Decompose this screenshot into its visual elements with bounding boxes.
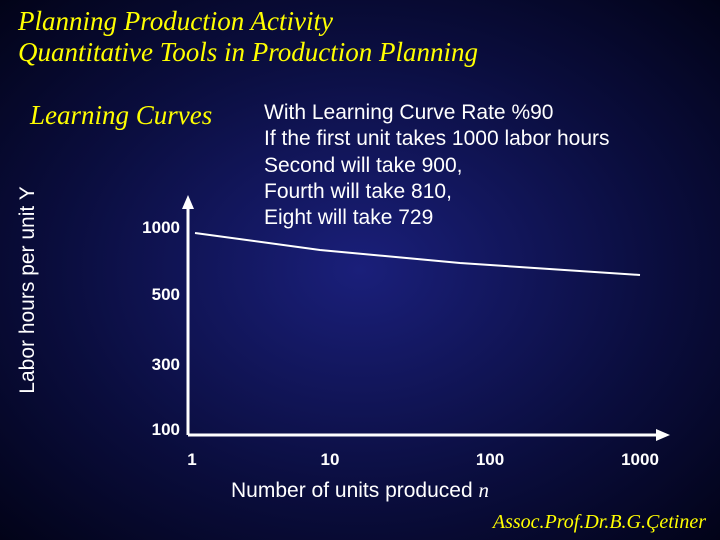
y-axis-label: Labor hours per unit Y	[16, 160, 40, 420]
ytick-label: 1000	[142, 218, 180, 237]
chart-svg	[140, 195, 670, 445]
xtick-label: 10	[321, 450, 340, 469]
xtick-10: 10	[321, 450, 340, 470]
xtick-100: 100	[476, 450, 504, 470]
desc-line2: If the first unit takes 1000 labor hours	[264, 127, 610, 150]
desc-line1: With Learning Curve Rate %90	[264, 101, 553, 124]
learning-curve-line	[195, 233, 640, 275]
x-axis-label: Number of units produced n	[0, 478, 720, 503]
ytick-label: 500	[152, 285, 180, 304]
ytick-300: 300	[120, 355, 180, 375]
title-line1: Planning Production Activity	[18, 6, 333, 36]
xtick-1000: 1000	[621, 450, 659, 470]
desc-line3: Second will take 900,	[264, 154, 462, 177]
slide-title: Planning Production Activity Quantitativ…	[18, 6, 478, 68]
x-axis-arrow	[656, 429, 670, 441]
xtick-label: 1	[187, 450, 196, 469]
chart-area	[140, 195, 670, 435]
xtick-label: 1000	[621, 450, 659, 469]
y-axis-label-text: Labor hours per unit Y	[16, 186, 39, 393]
ytick-label: 100	[152, 420, 180, 439]
xtick-label: 100	[476, 450, 504, 469]
x-axis-label-text: Number of units produced	[231, 479, 478, 502]
xtick-1: 1	[187, 450, 196, 470]
ytick-500: 500	[120, 285, 180, 305]
x-axis-label-var: n	[478, 478, 489, 502]
y-axis-arrow	[182, 195, 194, 209]
section-title: Learning Curves	[30, 100, 212, 131]
ytick-1000: 1000	[120, 218, 180, 238]
ytick-label: 300	[152, 355, 180, 374]
title-line2: Quantitative Tools in Production Plannin…	[18, 37, 478, 68]
ytick-100: 100	[120, 420, 180, 440]
author-credit: Assoc.Prof.Dr.B.G.Çetiner	[493, 511, 706, 534]
